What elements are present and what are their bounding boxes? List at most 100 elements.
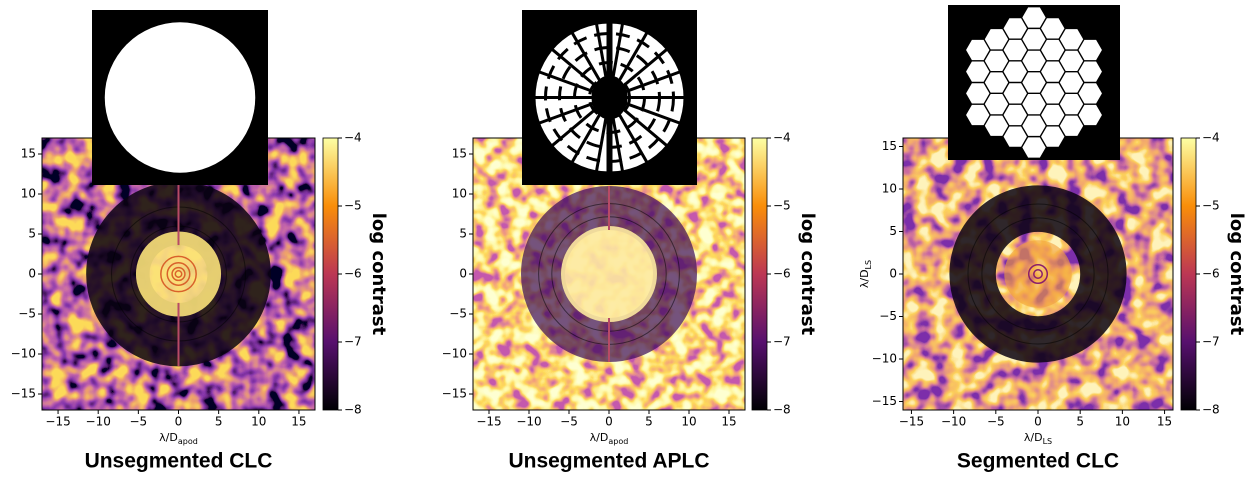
y-tick-label: −15 [442,387,467,401]
segment [1041,104,1065,126]
caption: Unsegmented APLC [508,450,709,473]
colorbar [322,137,339,411]
y-tick-label: 15 [21,147,36,161]
x-tick-label: 10 [251,415,266,429]
x-tick-label: −15 [45,415,70,429]
segment [1003,39,1027,61]
colorbar-tick-label: −8 [1202,403,1220,417]
core-ring [1033,269,1043,279]
segment [1003,126,1027,147]
core-ring [160,255,197,293]
x-tick-label: −15 [899,415,924,429]
dark-hole [949,185,1127,363]
segment [1003,83,1027,104]
colorbar-tick-label: −7 [1202,335,1220,349]
y-tick-label: 15 [882,139,897,153]
segment [1059,115,1084,136]
colorbar-tick-label: −7 [773,335,791,349]
x-tick-label: 15 [721,415,736,429]
segment [1059,94,1084,115]
y-tick-label: 10 [452,187,467,201]
segment [1041,83,1065,104]
caption: Segmented CLC [957,450,1119,473]
segment [966,104,990,126]
y-tick-label: −10 [442,347,467,361]
contour [967,203,1109,345]
segment [1003,18,1027,39]
core-ring [166,262,191,286]
segment [1059,50,1084,71]
x-tick-label: 10 [681,415,696,429]
x-tick-label: −15 [476,415,501,429]
segment [1003,104,1027,126]
heatmap [473,138,745,410]
y-tick-label: 10 [882,182,897,196]
x-axis-label: λ/Dapod [590,431,629,446]
x-tick-label: 5 [645,415,653,429]
y-tick-label: −15 [11,387,36,401]
colorbar-tick-label: −5 [344,199,362,213]
x-axis-label-main: λ/D [159,431,178,444]
segment [1078,83,1102,104]
segment [1003,61,1027,82]
segment [1059,72,1084,93]
colorbar [1180,137,1197,411]
core [135,231,222,317]
contour [981,217,1095,331]
x-axis-label-sub: LS [1043,437,1053,446]
core-ring [171,266,186,282]
colorbar [751,137,768,411]
colorbar-tick-label: −8 [773,403,791,417]
segment [1041,61,1065,82]
colorbar-tick-label: −4 [1202,131,1220,145]
x-tick-label: −10 [941,415,966,429]
colorbar-tick-label: −8 [344,403,362,417]
x-tick-label: −10 [516,415,541,429]
segment [1059,29,1084,50]
y-tick-label: −5 [879,309,897,323]
x-tick-label: 15 [291,415,306,429]
x-tick-label: −5 [130,415,148,429]
segment [1022,94,1046,115]
x-axis-label: λ/DLS [1024,431,1052,446]
y-tick-label: 5 [889,224,897,238]
segment [984,94,1009,115]
y-tick-label: 5 [459,227,467,241]
segment [1078,39,1102,61]
segment [1078,104,1102,126]
segment [984,115,1009,136]
colorbar-tick-label: −6 [344,267,362,281]
segment [966,83,990,104]
segment [966,39,990,61]
segment [1022,50,1046,71]
x-axis-label-main: λ/D [1024,431,1043,444]
y-tick-label: −5 [18,307,36,321]
y-axis-label-sub: LS [864,260,873,270]
core [561,226,657,322]
x-tick-label: 10 [1115,415,1130,429]
x-tick-label: −10 [86,415,111,429]
segment [1041,18,1065,39]
segment [1022,29,1046,50]
caption: Unsegmented CLC [85,450,273,473]
colorbar-tick-label: −4 [344,131,362,145]
colorbar-tick-label: −6 [773,267,791,281]
x-tick-label: −5 [560,415,578,429]
segment [1022,137,1046,158]
colorbar-tick-label: −5 [773,199,791,213]
y-tick-label: −15 [872,394,897,408]
y-tick-label: −10 [11,347,36,361]
colorbar-label: log contrast [368,213,389,336]
x-tick-label: 0 [1034,415,1042,429]
heatmap [903,138,1173,410]
colorbar-tick-label: −6 [1202,267,1220,281]
segment [1041,39,1065,61]
x-axis-label: λ/Dapod [159,431,198,446]
colorbar-tick-label: −5 [1202,199,1220,213]
y-axis-label: λ/DLS [858,260,873,288]
y-tick-label: −10 [872,352,897,366]
x-axis-label-main: λ/D [590,431,609,444]
segment [1078,61,1102,82]
segment [984,72,1009,93]
y-tick-label: 5 [28,227,36,241]
